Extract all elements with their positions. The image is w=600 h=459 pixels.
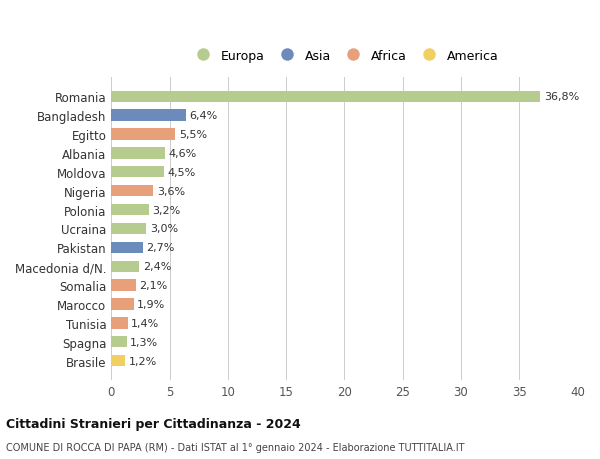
Text: 1,4%: 1,4% xyxy=(131,318,160,328)
Bar xyxy=(112,242,143,253)
Text: 3,0%: 3,0% xyxy=(150,224,178,234)
Bar xyxy=(112,185,154,197)
Text: 3,2%: 3,2% xyxy=(152,205,181,215)
Text: 2,7%: 2,7% xyxy=(146,243,175,253)
Bar xyxy=(112,148,165,159)
Bar xyxy=(112,204,149,216)
Bar xyxy=(112,280,136,291)
Text: 36,8%: 36,8% xyxy=(544,92,579,102)
Bar xyxy=(112,91,540,103)
Text: 4,6%: 4,6% xyxy=(169,149,197,158)
Text: 3,6%: 3,6% xyxy=(157,186,185,196)
Legend: Europa, Asia, Africa, America: Europa, Asia, Africa, America xyxy=(185,45,503,67)
Bar xyxy=(112,318,128,329)
Bar xyxy=(112,299,134,310)
Bar xyxy=(112,261,139,272)
Bar xyxy=(112,336,127,348)
Bar xyxy=(112,355,125,367)
Text: COMUNE DI ROCCA DI PAPA (RM) - Dati ISTAT al 1° gennaio 2024 - Elaborazione TUTT: COMUNE DI ROCCA DI PAPA (RM) - Dati ISTA… xyxy=(6,442,464,452)
Text: 1,3%: 1,3% xyxy=(130,337,158,347)
Text: 1,9%: 1,9% xyxy=(137,299,165,309)
Bar xyxy=(112,129,175,140)
Bar xyxy=(112,167,164,178)
Text: 6,4%: 6,4% xyxy=(190,111,218,121)
Text: 2,4%: 2,4% xyxy=(143,262,171,272)
Bar xyxy=(112,110,186,122)
Text: 4,5%: 4,5% xyxy=(167,168,196,178)
Text: Cittadini Stranieri per Cittadinanza - 2024: Cittadini Stranieri per Cittadinanza - 2… xyxy=(6,417,301,430)
Bar xyxy=(112,224,146,235)
Text: 5,5%: 5,5% xyxy=(179,130,207,140)
Text: 2,1%: 2,1% xyxy=(139,280,167,291)
Text: 1,2%: 1,2% xyxy=(129,356,157,366)
